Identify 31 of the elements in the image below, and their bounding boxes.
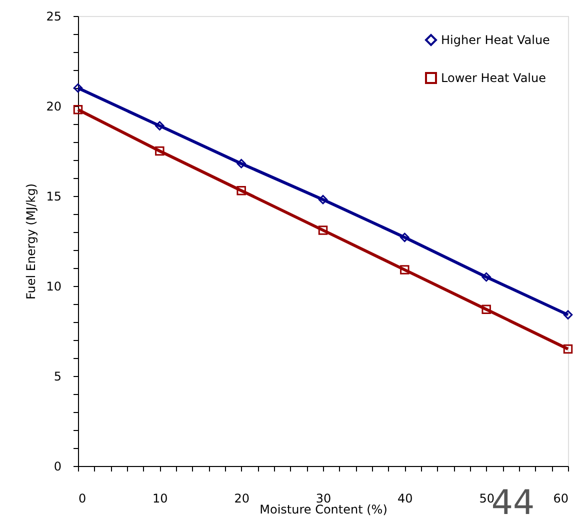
point [563, 344, 573, 354]
x-tick-label: 50 [479, 492, 494, 506]
point [400, 265, 410, 274]
point [563, 310, 573, 320]
y-tick-label: 5 [54, 370, 62, 384]
point [236, 158, 246, 168]
point [73, 104, 83, 114]
x-axis-title: Moisture Content (%) [260, 502, 388, 516]
x-tick-label: 10 [152, 492, 168, 506]
point [236, 186, 246, 196]
y-tick-label: 0 [54, 460, 62, 474]
point [482, 304, 491, 314]
y-tick-label: 15 [46, 190, 62, 204]
point [73, 83, 83, 93]
legend-label: Higher Heat Value [441, 33, 550, 47]
y-tick-label: 25 [46, 10, 62, 24]
point [318, 226, 328, 235]
y-tick-label: 10 [46, 280, 62, 294]
point [155, 146, 164, 156]
x-tick-label: 0 [78, 492, 86, 506]
legend-label: Lower Heat Value [441, 71, 546, 85]
y-axis-title: Fuel Energy (MJ/kg) [24, 183, 38, 300]
point [400, 232, 410, 242]
point [482, 272, 491, 282]
x-tick-label: 20 [234, 492, 250, 506]
point [155, 121, 164, 130]
y-tick-label: 20 [46, 100, 62, 114]
x-tick-label: 40 [398, 492, 413, 506]
x-tick-label: 30 [316, 492, 332, 506]
x-tick-label: 60 [553, 492, 568, 506]
point [318, 194, 328, 204]
